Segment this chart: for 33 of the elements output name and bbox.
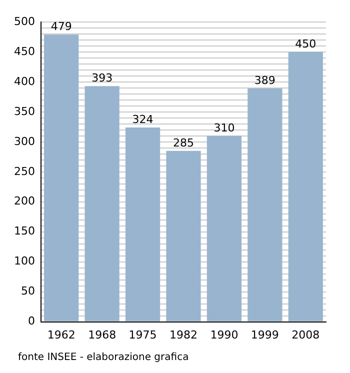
x-tick-label: 1999 [250,328,279,342]
y-tick-label: 350 [14,104,35,118]
y-tick-label: 0 [28,314,35,328]
y-tick-label: 100 [14,254,35,268]
y-tick-label: 50 [20,284,35,298]
bar [166,150,201,322]
bar [125,128,160,322]
data-label: 324 [132,112,154,126]
data-label: 389 [254,74,276,87]
bar [248,88,282,322]
bar [288,52,323,322]
source-note: fonte INSEE - elaborazione grafica [18,352,189,363]
x-tick-label: 1982 [170,328,198,342]
data-label: 285 [173,136,194,150]
data-label: 450 [295,37,316,50]
x-tick-label: 1990 [210,328,238,342]
y-tick-label: 200 [14,194,35,208]
data-label: 393 [92,72,113,85]
y-tick-label: 400 [14,74,35,88]
x-tick-label: 1968 [88,328,116,342]
x-tick-label: 2008 [292,328,320,342]
data-label: 310 [214,121,235,134]
x-tick-label: 1962 [47,328,76,342]
bar [206,136,242,322]
bar [44,34,79,322]
bar [84,86,120,322]
data-label: 479 [50,20,72,33]
y-tick-label: 250 [14,164,35,178]
y-tick-label: 300 [14,134,35,148]
y-tick-label: 150 [14,224,35,238]
y-tick-label: 450 [14,44,35,58]
y-tick-label: 500 [14,14,35,28]
x-tick-label: 1975 [128,328,157,342]
